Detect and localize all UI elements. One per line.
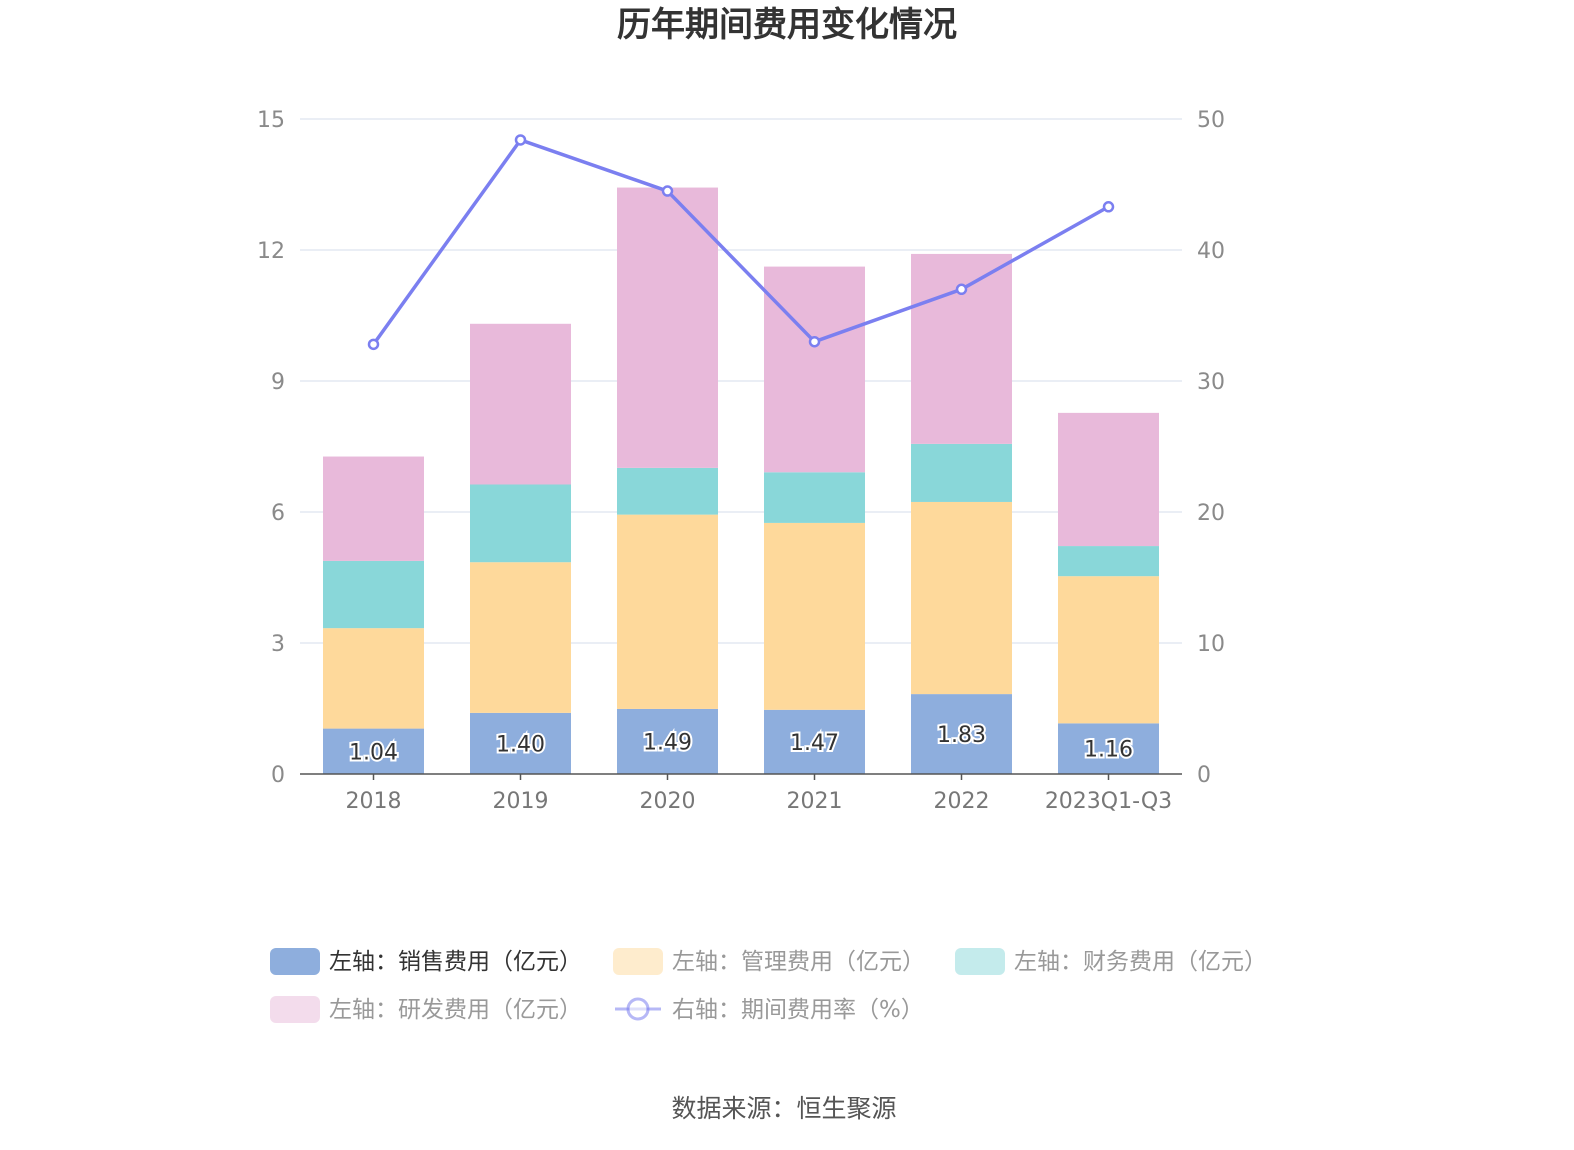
x-tick-label: 2021 (787, 789, 843, 814)
x-axis: 2018 2019 2020 2021 2022 2023Q1-Q3 (346, 774, 1172, 814)
bar-value-label: 1.49 (643, 730, 692, 755)
bar-value-label: 1.16 (1084, 738, 1133, 763)
gridlines (300, 118, 1182, 644)
y-left-tick: 0 (271, 763, 285, 788)
rate-point (955, 283, 968, 296)
bar-segment (1058, 576, 1159, 724)
bar-segment (911, 694, 1012, 774)
bar-segment (911, 501, 1012, 695)
legend-label: 左轴：销售费用（亿元） (329, 949, 582, 975)
legend: 左轴：销售费用（亿元） 左轴：管理费用（亿元） 左轴：财务费用（亿元） 左轴：研发费用… (270, 948, 1267, 1023)
legend-label: 右轴：期间费用率（%） (672, 997, 924, 1023)
y-left-tick: 6 (271, 501, 285, 526)
bar-segment (764, 522, 865, 710)
bar-segment (617, 187, 718, 468)
y-axis-left: 0 3 6 9 12 15 (257, 108, 285, 788)
y-right-tick: 50 (1197, 108, 1225, 133)
legend-label: 左轴：管理费用（亿元） (672, 949, 925, 975)
legend-item: 左轴：研发费用（亿元） (270, 996, 582, 1023)
legend-item: 左轴：管理费用（亿元） (613, 948, 925, 975)
legend-item: 右轴：期间费用率（%） (615, 997, 924, 1023)
legend-swatch (270, 996, 320, 1023)
bar-segment (1058, 412, 1159, 547)
y-axis-right: 0 10 20 30 40 50 (1197, 108, 1225, 788)
bar-segment (764, 709, 865, 774)
y-left-tick: 9 (271, 370, 285, 395)
legend-marker (626, 997, 650, 1021)
rate-line (367, 134, 1115, 351)
y-right-tick: 20 (1197, 501, 1225, 526)
bar-segment (1058, 723, 1159, 774)
bar-segment (323, 456, 424, 561)
y-left-tick: 3 (271, 632, 285, 657)
bar-segment (470, 323, 571, 485)
bar-value-label: 1.47 (790, 731, 839, 756)
x-tick-label: 2022 (934, 789, 990, 814)
legend-item: 左轴：财务费用（亿元） (955, 948, 1267, 975)
rate-point (514, 134, 527, 146)
rate-point (808, 335, 821, 348)
rate-line-path (372, 138, 1110, 346)
legend-label: 左轴：财务费用（亿元） (1014, 949, 1267, 975)
x-tick-label: 2019 (493, 789, 549, 814)
y-right-tick: 30 (1197, 370, 1225, 395)
bar-segment (470, 712, 571, 774)
rate-point (367, 338, 380, 351)
legend-swatch (270, 948, 320, 975)
bar-segment (323, 628, 424, 729)
x-tick-label: 2018 (346, 789, 402, 814)
bar-segment (764, 472, 865, 523)
bar-segment (617, 708, 718, 774)
bar-value-label: 1.04 (349, 740, 398, 765)
legend-item: 左轴：销售费用（亿元） (270, 948, 582, 975)
x-tick-label: 2023Q1-Q3 (1045, 789, 1172, 814)
chart-title: 历年期间费用变化情况 (617, 5, 957, 45)
bar-segment (617, 467, 718, 515)
y-right-tick: 40 (1197, 239, 1225, 264)
bar-segment (470, 562, 571, 713)
bar-segment (1058, 546, 1159, 577)
x-tick-label: 2020 (640, 789, 696, 814)
y-left-tick: 15 (257, 108, 285, 133)
bar-segment (911, 253, 1012, 444)
bar-segment (323, 728, 424, 774)
bar-value-label: 1.83 (937, 723, 986, 748)
legend-swatch (955, 948, 1005, 975)
rate-point (1102, 201, 1115, 213)
bar-segment (911, 443, 1012, 502)
bar-segment (470, 484, 571, 563)
bar-segment (323, 560, 424, 629)
bars (323, 187, 1159, 774)
bar-value-label: 1.40 (496, 732, 545, 757)
legend-swatch (613, 948, 663, 975)
rate-point (661, 185, 674, 197)
legend-label: 左轴：研发费用（亿元） (329, 997, 582, 1023)
source-note: 数据来源：恒生聚源 (671, 1094, 896, 1123)
bar-labels: 1.04 1.40 1.49 1.47 1.83 1.16 (347, 721, 1135, 767)
bar-segment (764, 266, 865, 473)
y-left-tick: 12 (257, 239, 285, 264)
y-right-tick: 0 (1197, 763, 1211, 788)
y-right-tick: 10 (1197, 632, 1225, 657)
bar-segment (617, 514, 718, 709)
